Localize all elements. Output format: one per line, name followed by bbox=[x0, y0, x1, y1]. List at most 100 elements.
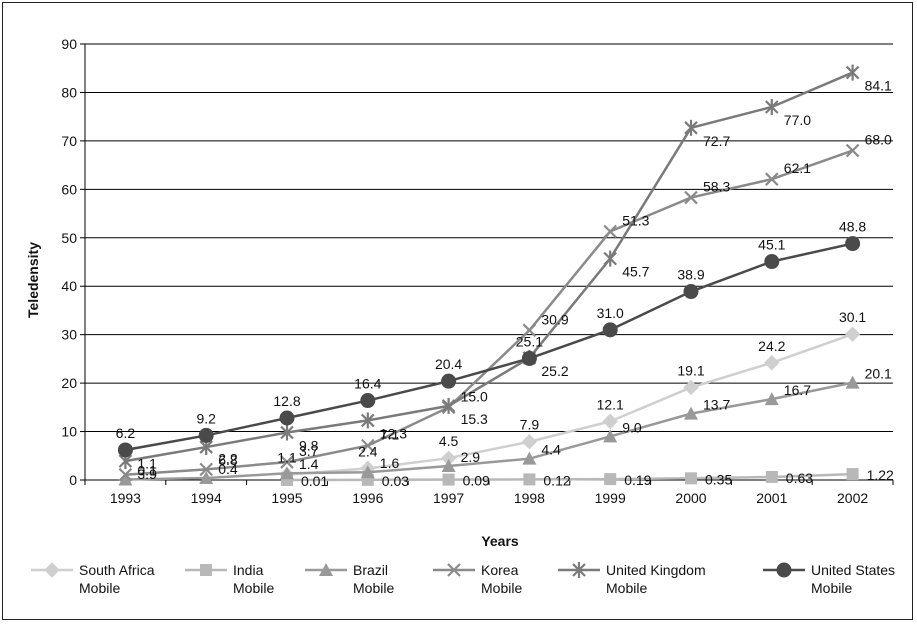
data-label-united-states-mobile: 6.2 bbox=[116, 425, 136, 441]
x-axis-title: Years bbox=[481, 533, 519, 549]
data-label-south-africa-mobile: 7.9 bbox=[520, 417, 540, 433]
point-india-mobile-2001 bbox=[765, 470, 778, 483]
legend-label: Mobile bbox=[353, 580, 394, 596]
x-tick-label: 1998 bbox=[514, 490, 545, 506]
data-label-united-kingdom-mobile: 84.1 bbox=[865, 78, 892, 94]
point-brazil-mobile-2000 bbox=[684, 406, 698, 420]
y-tick-label: 50 bbox=[61, 230, 77, 246]
data-label-united-states-mobile: 16.4 bbox=[354, 376, 381, 392]
x-tick-label: 1995 bbox=[271, 490, 302, 506]
point-korea-mobile-1993 bbox=[118, 467, 133, 482]
legend-item-india-mobile: India Mobile bbox=[185, 562, 274, 596]
x-tick-label: 1997 bbox=[433, 490, 464, 506]
point-korea-mobile-2002 bbox=[845, 143, 860, 158]
point-india-mobile-2000 bbox=[685, 472, 697, 485]
x-tick-label: 2002 bbox=[837, 490, 868, 506]
point-south-africa-mobile-1998 bbox=[521, 434, 538, 450]
legend-marker-south-africa-mobile bbox=[44, 562, 60, 578]
legend-label: Mobile bbox=[606, 580, 647, 596]
point-united-states-mobile-1998 bbox=[521, 350, 537, 366]
data-label-brazil-mobile: 1.6 bbox=[380, 455, 400, 471]
y-tick-label: 30 bbox=[61, 327, 77, 343]
data-label-south-africa-mobile: 24.2 bbox=[758, 338, 785, 354]
y-tick-label: 0 bbox=[69, 472, 77, 488]
point-korea-mobile-1994 bbox=[199, 462, 213, 477]
data-label-united-kingdom-mobile: 9.8 bbox=[299, 438, 319, 454]
series-line-united-kingdom-mobile bbox=[125, 71, 854, 463]
legend-marker-united-kingdom-mobile bbox=[572, 562, 586, 578]
data-label-brazil-mobile: 0.1 bbox=[137, 463, 157, 479]
point-united-states-mobile-1995 bbox=[279, 410, 295, 426]
data-label-brazil-mobile: 2.9 bbox=[461, 449, 481, 465]
line-chart: 0 10 20 30 40 50 60 70 80 90 1993 1994 1995 1996 1997 1… bbox=[25, 36, 895, 596]
point-india-mobile-2002 bbox=[846, 468, 859, 481]
data-label-brazil-mobile: 20.1 bbox=[865, 366, 892, 382]
y-tick-label: 40 bbox=[61, 278, 77, 294]
legend-label: India bbox=[233, 562, 264, 578]
data-label-united-states-mobile: 25.1 bbox=[516, 333, 543, 349]
data-label-india-mobile: 0.09 bbox=[463, 473, 490, 489]
data-label-korea-mobile: 62.1 bbox=[784, 160, 811, 176]
legend-label: United States bbox=[811, 562, 895, 578]
point-korea-mobile-1998 bbox=[522, 323, 537, 338]
data-label-united-states-mobile: 12.8 bbox=[273, 393, 300, 409]
data-label-india-mobile: 0.19 bbox=[624, 472, 651, 488]
point-south-africa-mobile-2000 bbox=[683, 379, 699, 396]
data-label-korea-mobile: 58.3 bbox=[703, 179, 730, 195]
point-korea-mobile-2001 bbox=[765, 172, 779, 186]
legend-item-united-states-mobile: United States Mobile bbox=[763, 562, 895, 596]
point-united-states-mobile-1994 bbox=[198, 427, 214, 443]
data-label-united-states-mobile: 20.4 bbox=[435, 356, 462, 372]
legend-label: Mobile bbox=[481, 580, 522, 596]
data-label-united-kingdom-mobile: 15.3 bbox=[461, 411, 488, 427]
data-label-united-kingdom-mobile: 12.3 bbox=[380, 425, 407, 441]
point-united-states-mobile-2002 bbox=[845, 236, 861, 252]
y-tick-label: 90 bbox=[61, 36, 77, 52]
point-united-states-mobile-1996 bbox=[360, 393, 376, 409]
data-label-korea-mobile: 1.1 bbox=[137, 456, 157, 472]
point-india-mobile-1997 bbox=[442, 473, 455, 486]
x-tick-label: 2000 bbox=[675, 490, 706, 506]
legend-item-united-kingdom-mobile: United Kingdom Mobile bbox=[558, 562, 706, 596]
data-label-brazil-mobile: 4.4 bbox=[541, 442, 561, 458]
data-label-india-mobile: 0.63 bbox=[786, 470, 813, 486]
point-korea-mobile-2000 bbox=[684, 190, 698, 205]
point-united-kingdom-mobile-1999 bbox=[603, 250, 617, 267]
legend-marker-india-mobile bbox=[200, 564, 212, 576]
y-tick-label: 60 bbox=[61, 181, 77, 197]
data-label-korea-mobile: 2.2 bbox=[218, 450, 238, 466]
x-tick-label: 1996 bbox=[352, 490, 383, 506]
point-united-kingdom-mobile-2000 bbox=[684, 119, 698, 136]
series-line-india-mobile bbox=[286, 472, 853, 482]
point-brazil-mobile-1994 bbox=[199, 471, 214, 485]
point-korea-mobile-1995 bbox=[280, 455, 294, 469]
data-label-india-mobile: 0.01 bbox=[301, 473, 328, 489]
point-brazil-mobile-1998 bbox=[522, 451, 537, 465]
legend-label: Mobile bbox=[79, 580, 120, 596]
series-line-united-states-mobile bbox=[125, 242, 853, 452]
point-brazil-mobile-1995 bbox=[280, 466, 294, 480]
data-label-south-africa-mobile: 4.5 bbox=[439, 433, 459, 449]
point-brazil-mobile-1997 bbox=[441, 458, 456, 472]
series-line-brazil-mobile bbox=[125, 381, 853, 481]
legend-label: Brazil bbox=[353, 562, 388, 578]
data-label-india-mobile: 1.22 bbox=[867, 467, 894, 483]
x-tick-label: 1993 bbox=[110, 490, 141, 506]
legend-marker-brazil-mobile bbox=[319, 563, 333, 576]
point-united-kingdom-mobile-1995 bbox=[280, 424, 294, 441]
point-united-states-mobile-1997 bbox=[441, 373, 457, 389]
data-label-korea-mobile: 51.3 bbox=[622, 212, 649, 228]
data-label-brazil-mobile: 16.7 bbox=[784, 382, 811, 398]
x-tick-label: 1994 bbox=[191, 490, 222, 506]
point-united-kingdom-mobile-2002 bbox=[845, 64, 860, 81]
data-label-south-africa-mobile: 30.1 bbox=[839, 309, 866, 325]
point-brazil-mobile-2001 bbox=[764, 392, 779, 406]
y-tick-label: 70 bbox=[61, 133, 77, 149]
data-label-brazil-mobile: 1.4 bbox=[299, 456, 319, 472]
data-label-south-africa-mobile: 19.1 bbox=[677, 362, 704, 378]
data-label-united-kingdom-mobile: 3.9 bbox=[137, 466, 157, 482]
data-label-korea-mobile: 68.0 bbox=[865, 132, 892, 148]
point-brazil-mobile-1999 bbox=[603, 429, 618, 443]
data-label-brazil-mobile: 9.0 bbox=[622, 419, 642, 435]
data-label-brazil-mobile: 13.7 bbox=[703, 397, 730, 413]
